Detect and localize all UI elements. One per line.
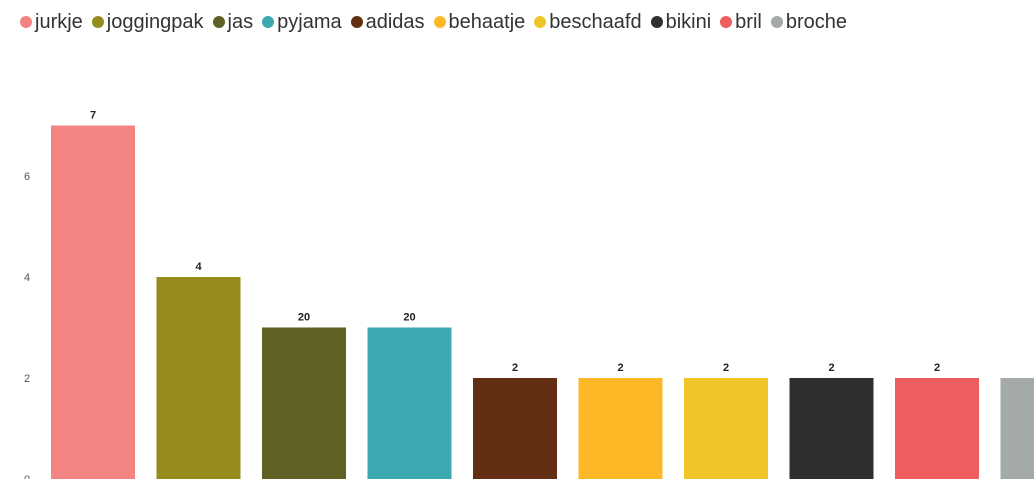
legend-label: pyjama	[277, 11, 342, 33]
legend-swatch	[720, 16, 733, 28]
legend-item-bikini[interactable]: bikini	[650, 7, 712, 37]
chart-legend: jurkje joggingpak jas pyjama adidas behaatje b…	[20, 7, 856, 37]
legend-swatch	[212, 16, 225, 28]
data-label: 4	[195, 261, 202, 273]
legend-swatch	[262, 16, 275, 28]
legend-label: jas	[227, 11, 254, 33]
legend-label: beschaafd	[549, 11, 642, 33]
legend-label: adidas	[365, 11, 425, 33]
legend-item-broche[interactable]: broche	[770, 7, 847, 37]
y-tick-label: 4	[24, 272, 30, 284]
bar-pyjama[interactable]	[367, 327, 452, 479]
legend-item-bril[interactable]: bril	[720, 7, 762, 37]
bar-beschaafd[interactable]	[684, 378, 768, 479]
legend-item-beschaafd[interactable]: beschaafd	[534, 7, 642, 37]
bar-behaatje[interactable]	[578, 378, 663, 479]
data-label: 20	[298, 312, 310, 324]
legend-item-jas[interactable]: jas	[212, 7, 254, 37]
data-label: 2	[512, 362, 518, 374]
bar-jas[interactable]	[262, 327, 346, 479]
y-tick-label: 2	[24, 373, 30, 385]
legend-item-pyjama[interactable]: pyjama	[262, 7, 342, 37]
data-label: 20	[403, 312, 415, 324]
legend-swatch	[20, 16, 32, 28]
legend-item-adidas[interactable]: adidas	[350, 7, 425, 37]
data-label: 7	[90, 110, 96, 122]
legend-swatch	[770, 16, 783, 28]
legend-swatch	[534, 16, 547, 28]
data-label: 2	[723, 362, 729, 374]
legend-label: bikini	[665, 11, 712, 33]
data-label: 2	[828, 362, 834, 374]
legend-label: broche	[785, 11, 847, 33]
bar-broche[interactable]	[1000, 378, 1034, 479]
y-tick-label: 0	[24, 474, 30, 479]
bar-joggingpak[interactable]	[156, 277, 241, 479]
legend-label: bril	[735, 11, 762, 33]
legend-swatch	[433, 16, 446, 28]
legend-swatch	[650, 16, 663, 28]
legend-item-joggingpak[interactable]: joggingpak	[91, 7, 204, 37]
data-label: 2	[934, 362, 940, 374]
legend-swatch	[350, 16, 363, 28]
bar-bikini[interactable]	[789, 378, 874, 479]
bar-adidas[interactable]	[473, 378, 557, 479]
bar-bril[interactable]	[895, 378, 979, 479]
legend-swatch	[91, 16, 104, 28]
legend-label: behaatje	[448, 11, 526, 33]
bar-jurkje[interactable]	[51, 125, 135, 479]
legend-item-behaatje[interactable]: behaatje	[433, 7, 526, 37]
legend-label: joggingpak	[106, 11, 204, 33]
legend-label: jurkje	[35, 11, 83, 33]
legend-item-jurkje[interactable]: jurkje	[20, 7, 83, 37]
data-label: 2	[617, 362, 623, 374]
y-tick-label: 6	[24, 171, 30, 183]
